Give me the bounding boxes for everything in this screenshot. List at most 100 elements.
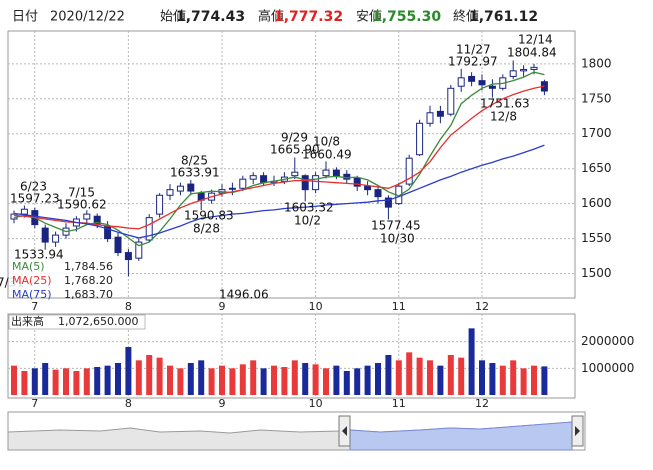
- volume-bar: [406, 352, 413, 395]
- legend-label: MA(5): [12, 260, 45, 273]
- annotation-date: 8/28: [193, 222, 220, 236]
- x-tick-label: 8: [125, 300, 132, 313]
- candle-body: [520, 68, 528, 72]
- candle-body: [156, 194, 164, 215]
- volume-bar: [510, 360, 517, 395]
- legend-label: MA(25): [12, 274, 52, 287]
- candle-body: [145, 217, 153, 241]
- x-tick-label: 12: [475, 397, 489, 410]
- candle-body: [384, 197, 392, 208]
- price-panel: [7, 30, 576, 299]
- volume-bar: [115, 363, 121, 395]
- volume-bar: [52, 369, 59, 395]
- volume-bar: [187, 363, 194, 395]
- volume-bar: [437, 365, 444, 395]
- candle-body: [530, 66, 538, 70]
- volume-current: 1,072,650.000: [58, 315, 138, 328]
- candle-body: [468, 75, 476, 82]
- candle-body: [52, 234, 60, 243]
- volume-bar: [323, 368, 329, 395]
- volume-bar: [167, 365, 173, 395]
- annotation-price: 1597.23: [10, 192, 60, 206]
- volume-bar: [520, 368, 527, 395]
- x-tick-label: 10: [309, 300, 323, 313]
- candle-body: [260, 175, 268, 184]
- annotation-price: 1751.63: [480, 97, 530, 111]
- x-tick-label: 7: [31, 397, 38, 410]
- annotation-price: 1590.62: [57, 198, 107, 212]
- y-tick-label: 1750: [581, 91, 612, 105]
- x-tick-label: 12: [475, 300, 489, 313]
- annotation-date: 12/8: [490, 110, 517, 124]
- candle-body: [416, 122, 424, 156]
- annotation-price: 1804.84: [507, 46, 557, 60]
- candle-body: [509, 70, 517, 77]
- volume-bar: [291, 360, 298, 395]
- candle-body: [374, 189, 382, 198]
- volume-label-box: [8, 314, 146, 330]
- candle-body: [291, 171, 299, 177]
- volume-bar: [416, 357, 423, 395]
- candle-body: [364, 185, 372, 191]
- volume-bar: [499, 365, 506, 395]
- header-label: 始値: [160, 9, 186, 25]
- candle-body: [353, 177, 361, 187]
- annotation-price: 1590.83: [184, 209, 234, 223]
- volume-title: 出来高: [11, 314, 44, 328]
- candle-body: [343, 173, 351, 180]
- volume-bar: [427, 360, 433, 395]
- volume-bar: [219, 365, 225, 395]
- navigator[interactable]: [7, 411, 586, 451]
- arrow-icon: [342, 426, 347, 436]
- navigator-selection[interactable]: [349, 421, 573, 451]
- x-tick-label: 7: [31, 300, 38, 313]
- volume-bar: [104, 365, 111, 395]
- volume-bar: [468, 328, 475, 395]
- candle-body: [135, 241, 143, 259]
- candle-body: [478, 80, 486, 86]
- annotation-date: 11/27: [456, 43, 491, 57]
- annotation-date: 10/2: [294, 214, 321, 228]
- header-value: 2020/12/22: [50, 10, 125, 25]
- candle-body: [301, 175, 309, 191]
- annotation-price: 1577.45: [371, 219, 421, 233]
- volume-bar: [531, 365, 537, 395]
- header-value: 1,755.30: [372, 9, 441, 25]
- volume-bar: [177, 368, 184, 395]
- y-tick-label: 1550: [581, 231, 612, 245]
- volume-bar: [83, 368, 90, 395]
- y-tick-label: 1600: [581, 196, 612, 210]
- header-label: 日付: [12, 10, 38, 25]
- volume-bar: [479, 360, 485, 395]
- legend-label: MA(75): [12, 288, 52, 301]
- candle-body: [405, 157, 413, 185]
- candle-body: [166, 189, 174, 196]
- volume-bar: [94, 367, 101, 395]
- candle-body: [447, 87, 455, 115]
- candle-body: [83, 213, 91, 220]
- legend-value: 1,683.70: [64, 288, 113, 301]
- volume-bar: [281, 367, 288, 395]
- annotation-price: 1603.32: [284, 201, 334, 215]
- volume-bar: [250, 360, 257, 395]
- header-label: 終値: [453, 9, 479, 25]
- volume-bar: [146, 355, 153, 395]
- header-value: 1,774.43: [176, 9, 245, 25]
- volume-bar: [31, 368, 38, 395]
- annotation-price: 1496.06: [219, 288, 269, 302]
- volume-bar: [489, 363, 496, 395]
- candle-body: [312, 175, 320, 191]
- header-label: 高値: [258, 9, 284, 25]
- volume-bar: [208, 368, 215, 395]
- x-tick-label: 9: [219, 300, 226, 313]
- moving-average-line: [13, 71, 545, 247]
- volume-bar: [11, 365, 17, 395]
- candle-body: [457, 77, 465, 87]
- annotation-date: 10/8: [313, 135, 340, 149]
- y-tick-label: 1650: [581, 161, 612, 175]
- volume-bar: [156, 357, 163, 395]
- y-tick-label: 1700: [581, 126, 612, 140]
- annotation-price: 1633.91: [170, 166, 220, 180]
- y-tick-label: 2000000: [581, 334, 634, 348]
